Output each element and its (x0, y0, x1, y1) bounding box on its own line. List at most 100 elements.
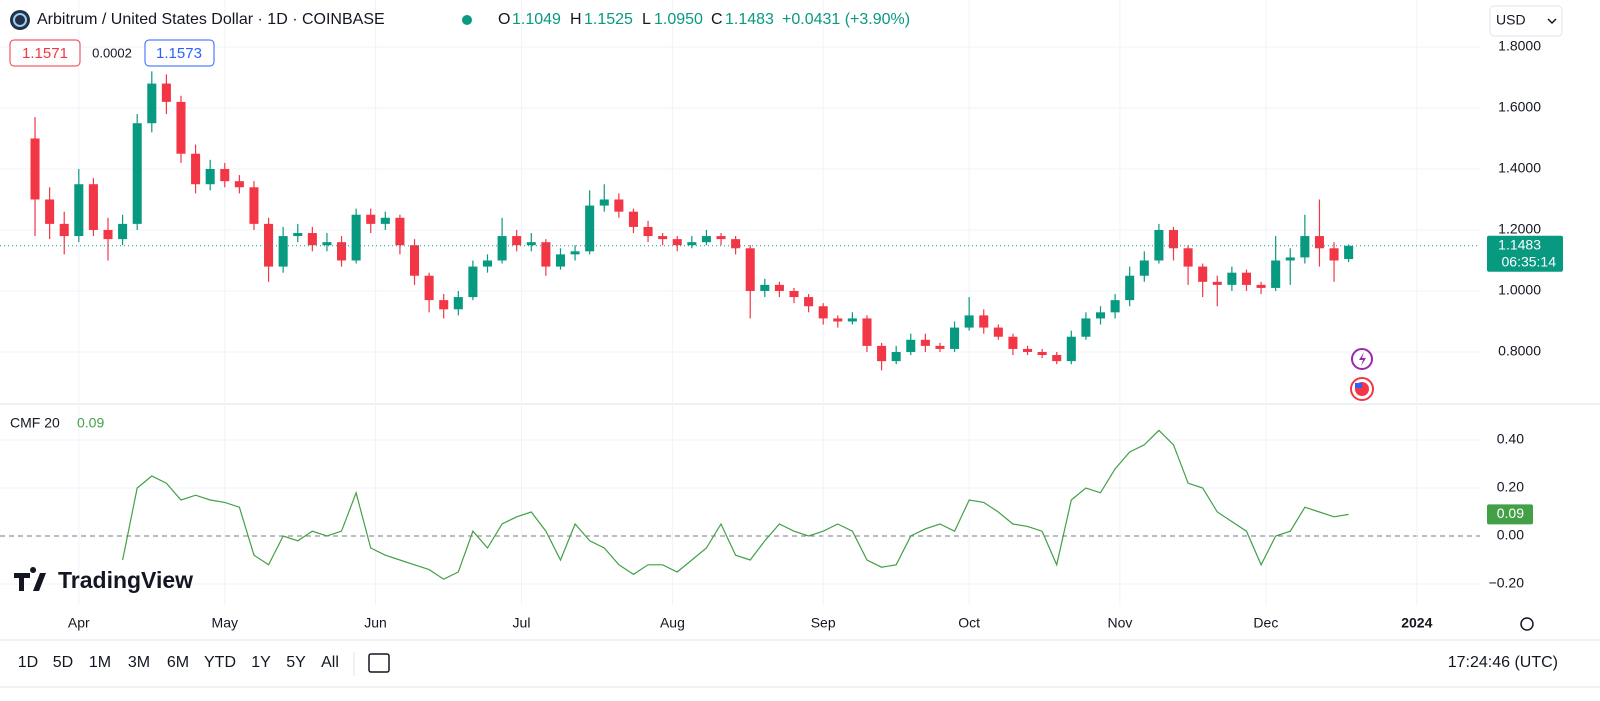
candle-body (716, 236, 726, 240)
x-tick-label: Dec (1253, 615, 1278, 631)
y-tick-label: 1.0000 (1498, 282, 1541, 298)
candle-body (672, 239, 682, 246)
y-tick-label: 0.20 (1497, 479, 1524, 495)
candle-body (30, 138, 40, 200)
ohlc-key: L (642, 11, 651, 28)
countdown: 06:35:14 (1502, 253, 1557, 269)
candle-body (804, 297, 814, 307)
settings-icon[interactable] (1520, 617, 1534, 631)
x-tick-label: May (212, 615, 238, 631)
candle-body (920, 339, 930, 346)
candle-body (643, 226, 653, 237)
candle-body (1329, 248, 1339, 261)
candle-body (380, 217, 390, 224)
symbol-title[interactable]: Arbitrum / United States Dollar · 1D · C… (37, 11, 385, 28)
candle-body (745, 248, 755, 291)
range-button[interactable]: 5Y (286, 654, 306, 671)
x-tick-label: 2024 (1401, 615, 1432, 631)
sell-price: 1.1571 (22, 45, 68, 62)
candle-body (1125, 275, 1135, 301)
candle-body (1285, 257, 1295, 261)
candle-body (132, 123, 142, 224)
indicator-badge-value: 0.09 (1497, 505, 1524, 521)
candle-body (439, 300, 449, 310)
buy-button[interactable] (144, 39, 215, 67)
ohlc-value: 1.0950 (654, 11, 703, 28)
range-button[interactable]: 6M (167, 654, 189, 671)
candle-body (482, 260, 493, 267)
candle-body (614, 199, 624, 212)
candle-body (818, 306, 828, 319)
indicator-line (122, 429, 1349, 580)
range-button[interactable]: YTD (204, 654, 236, 671)
ohlc-value: 1.1483 (725, 11, 774, 28)
symbol-logo (10, 10, 30, 30)
ohlc-key: H (570, 11, 582, 28)
range-button[interactable]: 1D (18, 654, 38, 671)
range-button[interactable]: 1Y (251, 654, 271, 671)
candle-body (205, 168, 215, 185)
candle-body (249, 187, 259, 224)
candle-body (1198, 266, 1208, 282)
brand-name: TradingView (58, 567, 193, 593)
ohlc-value: 1.1525 (584, 11, 633, 28)
range-button[interactable]: All (321, 654, 339, 671)
candle-body (322, 242, 332, 246)
candle-body (234, 181, 244, 188)
clock: 17:24:46 (UTC) (1448, 654, 1558, 671)
candle-body (950, 327, 960, 349)
brand-logo (14, 567, 46, 591)
candle-body (570, 251, 580, 255)
flag-canton (1355, 383, 1362, 388)
candle-body (424, 275, 434, 301)
y-tick-label: 1.4000 (1498, 160, 1541, 176)
currency-button[interactable] (1489, 5, 1563, 37)
candle-body (935, 345, 945, 349)
candle-body (862, 318, 872, 346)
last-price: 1.1483 (1498, 236, 1541, 252)
candle-body (307, 233, 317, 246)
range-button[interactable]: 3M (128, 654, 150, 671)
candle-body (760, 284, 770, 291)
market-open-dot (462, 15, 472, 25)
date-range-icon[interactable] (368, 653, 390, 673)
candle-body (1154, 229, 1164, 261)
candle-body (993, 327, 1003, 337)
candle-body (731, 239, 741, 249)
candle-body (468, 266, 478, 298)
candle-body (278, 236, 288, 267)
candle-body (351, 214, 361, 261)
grid (0, 0, 1480, 605)
candle-body (161, 83, 171, 102)
candle-body (453, 297, 463, 310)
candle-body (1300, 236, 1310, 258)
candle-body (1052, 355, 1062, 362)
dropdown-arrow (1547, 18, 1557, 25)
candle-body (585, 205, 595, 252)
candle-body (1227, 272, 1237, 285)
candle-body (541, 242, 551, 267)
candle-body (293, 233, 303, 237)
candle-body (628, 211, 638, 227)
candle-body (1314, 236, 1324, 249)
price-change: +0.0431 (+3.90%) (782, 11, 910, 28)
lightning-icon (1359, 352, 1366, 366)
candle-body (1212, 281, 1222, 285)
sell-button[interactable] (9, 39, 81, 67)
range-button[interactable]: 1M (89, 654, 111, 671)
candle-body (964, 315, 974, 328)
x-tick-label: Jul (513, 615, 531, 631)
spread: 0.0002 (92, 45, 132, 60)
currency: USD (1496, 12, 1526, 28)
candle-body (1081, 318, 1091, 337)
buy-price: 1.1573 (156, 45, 202, 62)
candle-body (1168, 229, 1179, 249)
range-button[interactable]: 5D (53, 654, 73, 671)
candle-body (833, 318, 843, 322)
candle-body (147, 83, 157, 124)
y-tick-label: 1.8000 (1498, 38, 1541, 54)
indicator-value: 0.09 (77, 415, 104, 431)
candle-body (497, 236, 507, 261)
candle-body (891, 351, 901, 362)
